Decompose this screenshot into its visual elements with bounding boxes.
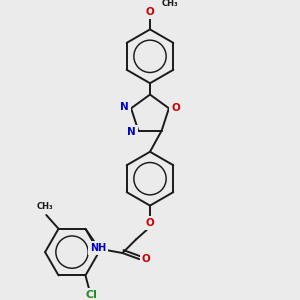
Text: O: O — [171, 103, 180, 113]
Text: N: N — [127, 127, 136, 137]
Text: NH: NH — [90, 243, 106, 254]
Text: Cl: Cl — [85, 290, 98, 300]
Text: N: N — [120, 102, 129, 112]
Text: O: O — [146, 7, 154, 17]
Text: O: O — [146, 218, 154, 228]
Text: O: O — [142, 254, 150, 264]
Text: CH₃: CH₃ — [162, 0, 178, 8]
Text: CH₃: CH₃ — [37, 202, 53, 211]
